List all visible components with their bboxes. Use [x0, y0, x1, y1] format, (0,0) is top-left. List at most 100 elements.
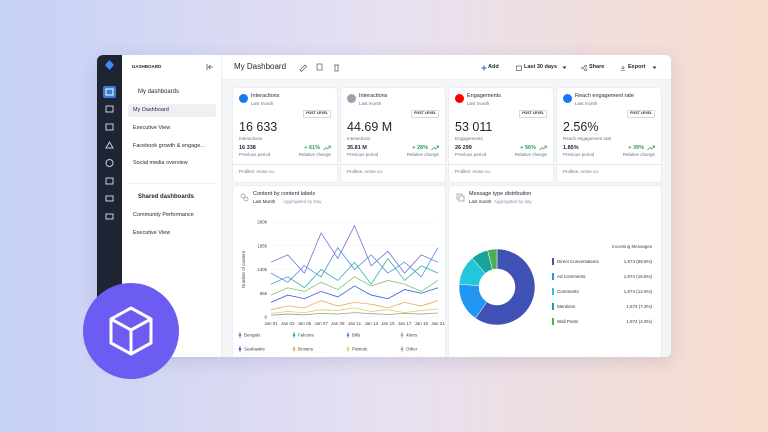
donut-slice [487, 248, 498, 270]
kpi-previous-label: Previous period [455, 152, 487, 157]
nav-item[interactable]: My Dashboard [133, 107, 169, 113]
trend-arrow [431, 145, 439, 151]
kpi-change: + 56% [520, 145, 536, 151]
kpi-change-label: Relative change [406, 152, 439, 157]
legend-label: Wall Posts [557, 319, 579, 324]
trend-arrow [647, 145, 655, 151]
nav-icon[interactable] [105, 105, 114, 113]
cube-icon [109, 306, 153, 356]
title-actions [299, 63, 339, 72]
delete-icon[interactable] [334, 64, 339, 72]
legend-marker [292, 347, 296, 351]
calendar-icon [516, 65, 522, 71]
share-icon [581, 64, 587, 71]
legend-swatch [552, 303, 554, 310]
kpi-card: Interactions Last month POST LEVEL 44.69 M I… [341, 88, 445, 182]
section-heading[interactable]: My dashboards [138, 89, 180, 95]
legend-swatch [552, 273, 554, 280]
x-tick-label: Jan 21 [431, 321, 445, 326]
nav-item[interactable]: Social media overview [133, 160, 188, 166]
nav-item[interactable]: Community Performance [133, 212, 194, 218]
divider [341, 164, 445, 165]
nav-item[interactable]: Executive View [133, 230, 171, 236]
legend-label: Comments [557, 289, 580, 294]
trend-icon [647, 145, 655, 151]
divider [557, 164, 661, 165]
kpi-badge: POST LEVEL [411, 110, 439, 118]
kpi-subtitle: Last month [467, 101, 490, 106]
kpi-badge: POST LEVEL [519, 110, 547, 118]
section-heading[interactable]: Shared dashboards [138, 194, 195, 200]
kpi-change-label: Relative change [298, 152, 331, 157]
plus-icon [481, 65, 487, 71]
main-area: My Dashboard Add Last 30 days Share Expo… [222, 55, 671, 357]
series-line [270, 307, 439, 314]
legend-value: 1,674 (16.6%) [624, 274, 653, 279]
divider [128, 183, 216, 184]
app-window: DASHBOARD My dashboards My Dashboard Exe… [97, 55, 671, 357]
kpi-change: + 39% [628, 145, 644, 151]
nav-icon [105, 88, 114, 96]
legend-label: Browns [298, 347, 314, 352]
kpi-icon-circle [455, 94, 464, 103]
nav-icon[interactable] [105, 177, 114, 185]
legend-marker [346, 347, 350, 351]
nav-item[interactable]: Executive View [133, 125, 171, 131]
legend-label: Other [406, 347, 418, 352]
brand-badge [83, 283, 179, 379]
kpi-icon [455, 94, 464, 103]
kpi-footer: Profiles: Acme co. [239, 169, 276, 174]
nav-icon[interactable] [105, 195, 114, 202]
kpi-title: Engagements [467, 93, 501, 99]
series-line [270, 285, 439, 303]
copy-icon[interactable] [316, 63, 323, 71]
kpi-change-label: Relative change [622, 152, 655, 157]
nav-icon-active[interactable] [103, 86, 116, 98]
collapse-icon[interactable] [206, 63, 214, 71]
legend-label: Seahawks [244, 347, 266, 352]
card-icon [456, 193, 465, 202]
add-button[interactable]: Add [488, 64, 499, 70]
period-button[interactable]: Last 30 days [524, 64, 558, 70]
x-tick-label: Jan 09 [331, 321, 345, 326]
series-line [270, 300, 439, 311]
x-tick-label: Jan 15 [381, 321, 395, 326]
card-title: Message type distribution [469, 191, 532, 197]
export-button[interactable]: Export [628, 64, 646, 70]
kpi-footer: Profiles: Acme co. [347, 169, 384, 174]
series-line [270, 224, 439, 274]
legend-marker [292, 333, 296, 337]
kpi-icon [239, 94, 248, 103]
kpi-value: 53 011 [455, 120, 493, 134]
kpi-previous: 1.85% [563, 145, 579, 151]
kpi-badge: POST LEVEL [303, 110, 331, 118]
kpi-value-label: Reach engagement rate [563, 136, 612, 141]
edit-icon[interactable] [299, 64, 307, 72]
card-subtitle: Last month [469, 199, 492, 204]
nav-icon[interactable] [105, 213, 114, 220]
series-line [270, 312, 439, 316]
legend-label: Bengals [244, 333, 261, 338]
kpi-previous: 16 338 [239, 145, 256, 151]
divider [449, 164, 553, 165]
legend-marker [400, 333, 404, 337]
legend-marker [400, 347, 404, 351]
kpi-title: Interactions [251, 93, 280, 99]
rail-icons [103, 60, 116, 220]
divider [233, 164, 337, 165]
nav-item[interactable]: Facebook growth & engage... [133, 143, 205, 149]
nav-icon[interactable] [105, 123, 114, 131]
donut-slice [475, 248, 536, 326]
kpi-change-label: Relative change [514, 152, 547, 157]
x-tick-label: Jan 07 [314, 321, 328, 326]
legend-label: Ad Comments [557, 274, 586, 279]
x-tick-label: Jan 13 [364, 321, 378, 326]
x-tick-label: Jan 01 [264, 321, 278, 326]
nav-icon[interactable] [105, 159, 114, 167]
card-title: Content by content labels [253, 191, 316, 197]
nav-icon[interactable] [105, 141, 114, 149]
share-button[interactable]: Share [589, 64, 605, 70]
legend-marker [238, 347, 242, 351]
card-aggregation: Aggregated by day [494, 199, 532, 204]
